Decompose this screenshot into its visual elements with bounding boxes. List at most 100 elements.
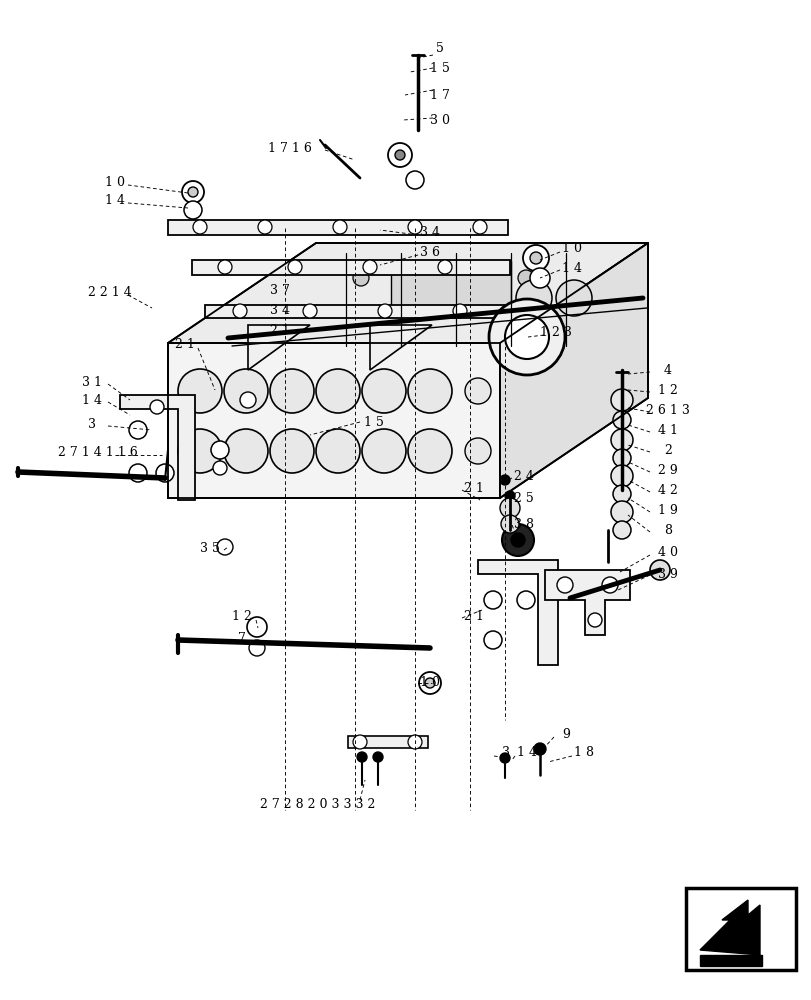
Circle shape [510, 533, 525, 547]
Circle shape [407, 735, 422, 749]
Text: 1 4: 1 4 [561, 261, 581, 274]
Circle shape [504, 315, 548, 359]
Circle shape [240, 392, 255, 408]
Polygon shape [204, 305, 508, 318]
Circle shape [353, 270, 368, 286]
Circle shape [465, 438, 491, 464]
Text: 3 6: 3 6 [419, 245, 440, 258]
Text: 1 4: 1 4 [105, 194, 125, 207]
Circle shape [247, 617, 267, 637]
Text: 3 7: 3 7 [270, 284, 290, 296]
Circle shape [182, 181, 204, 203]
Circle shape [315, 369, 359, 413]
Circle shape [601, 577, 617, 593]
Text: 2 1: 2 1 [464, 610, 483, 624]
Polygon shape [168, 220, 508, 235]
Circle shape [612, 411, 630, 429]
Circle shape [556, 577, 573, 593]
Circle shape [224, 429, 268, 473]
Bar [685, 888, 795, 970]
Circle shape [178, 429, 221, 473]
Circle shape [483, 631, 501, 649]
Circle shape [129, 421, 147, 439]
Text: 3 5: 3 5 [200, 542, 220, 554]
Text: 1 8: 1 8 [573, 746, 594, 760]
Text: 3 4: 3 4 [419, 226, 440, 238]
Text: 4 1: 4 1 [657, 424, 677, 436]
Text: 2 1: 2 1 [464, 482, 483, 494]
Circle shape [407, 220, 422, 234]
Circle shape [363, 260, 376, 274]
Circle shape [388, 143, 411, 167]
Polygon shape [348, 736, 427, 748]
Text: 2 4: 2 4 [513, 470, 534, 483]
Circle shape [188, 187, 198, 197]
Circle shape [610, 465, 633, 487]
Polygon shape [699, 900, 759, 955]
Text: 1 2: 1 2 [657, 383, 677, 396]
Circle shape [612, 521, 630, 539]
Circle shape [362, 369, 406, 413]
Text: 9: 9 [561, 728, 569, 742]
Text: 3 9: 3 9 [657, 568, 677, 580]
Text: 1 0: 1 0 [105, 176, 125, 189]
Circle shape [500, 475, 509, 485]
Circle shape [217, 260, 232, 274]
Circle shape [517, 270, 534, 286]
Circle shape [378, 304, 392, 318]
Text: 2 2 1 4: 2 2 1 4 [88, 286, 131, 300]
Circle shape [610, 429, 633, 451]
Circle shape [500, 498, 519, 518]
Circle shape [610, 389, 633, 411]
Polygon shape [699, 955, 761, 966]
Circle shape [424, 678, 435, 688]
Circle shape [270, 429, 314, 473]
Text: 1 4: 1 4 [517, 746, 536, 760]
Text: 1 2 3: 1 2 3 [539, 326, 571, 338]
Text: 4 2: 4 2 [657, 484, 677, 496]
Circle shape [530, 268, 549, 288]
Text: 1 5: 1 5 [363, 416, 384, 428]
Circle shape [612, 449, 630, 467]
Text: 1 7: 1 7 [430, 89, 449, 102]
Circle shape [224, 369, 268, 413]
Polygon shape [544, 570, 629, 635]
Polygon shape [478, 560, 557, 665]
Circle shape [211, 441, 229, 459]
Text: 3 4: 3 4 [270, 304, 290, 316]
Polygon shape [370, 325, 431, 370]
Circle shape [217, 539, 233, 555]
Text: 2 7 2 8 2 0 3 3 3 2: 2 7 2 8 2 0 3 3 3 2 [260, 798, 375, 811]
Circle shape [522, 245, 548, 271]
Circle shape [437, 260, 452, 274]
Circle shape [500, 753, 509, 763]
Text: 3: 3 [88, 418, 96, 432]
Circle shape [407, 369, 452, 413]
Text: 4: 4 [663, 363, 672, 376]
Circle shape [315, 429, 359, 473]
Circle shape [504, 491, 514, 501]
Circle shape [406, 171, 423, 189]
Circle shape [212, 461, 227, 475]
Circle shape [587, 613, 601, 627]
Circle shape [465, 378, 491, 404]
Circle shape [288, 260, 302, 274]
Circle shape [178, 369, 221, 413]
Text: 2 9: 2 9 [657, 464, 677, 477]
Text: 2 1: 2 1 [175, 338, 195, 352]
Text: 5: 5 [436, 42, 444, 55]
Text: 7: 7 [238, 632, 246, 645]
Text: 3 0: 3 0 [430, 114, 449, 127]
Circle shape [249, 640, 264, 656]
Circle shape [453, 304, 466, 318]
Text: 3 8: 3 8 [513, 518, 534, 530]
Text: 4 0: 4 0 [657, 546, 677, 558]
Text: 1 9: 1 9 [657, 504, 677, 516]
Text: 1 7 1 6: 1 7 1 6 [268, 142, 311, 155]
Circle shape [156, 464, 174, 482]
Circle shape [418, 672, 440, 694]
Circle shape [534, 743, 545, 755]
Text: 1 0: 1 0 [419, 676, 440, 688]
Text: 2 6 1 3: 2 6 1 3 [646, 403, 689, 416]
Text: 8: 8 [663, 524, 672, 536]
